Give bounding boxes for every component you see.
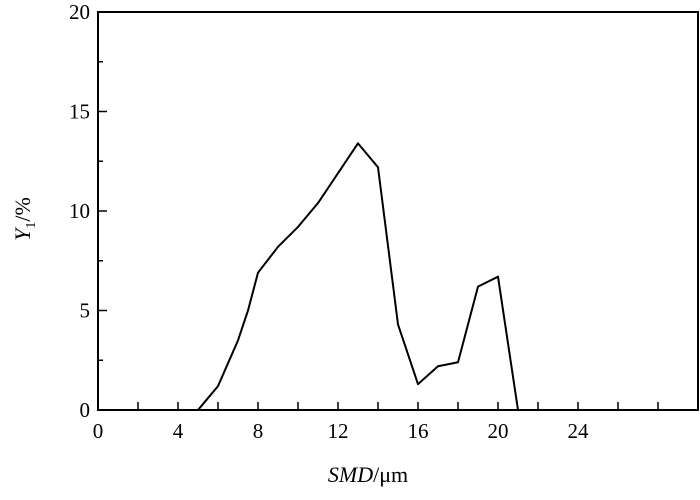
y-axis-title-subscript: 1	[24, 222, 39, 229]
x-axis-title: SMD/μm	[328, 462, 408, 487]
x-tick-label: 8	[253, 419, 264, 443]
plot-frame	[97, 11, 699, 411]
x-tick-label: 12	[328, 419, 349, 443]
series-group	[190, 142, 519, 411]
series-line	[190, 142, 519, 411]
x-tick-label: 16	[408, 419, 429, 443]
tick-labels: 0 4 8 12 16 20 24 0 5 10 15 20	[69, 0, 589, 443]
axis-ticks	[97, 11, 699, 411]
y-tick-label: 5	[80, 299, 91, 323]
x-tick-label: 20	[488, 419, 509, 443]
y-axis-title-main: Y	[10, 226, 35, 241]
y-axis-title: Y1/%	[10, 197, 39, 241]
y-tick-label: 15	[69, 100, 90, 124]
x-tick-label: 0	[93, 419, 104, 443]
y-tick-label: 20	[69, 0, 90, 24]
y-axis-title-unit: /%	[10, 197, 35, 221]
x-axis-title-main: SMD	[328, 462, 373, 487]
x-tick-label: 24	[568, 419, 590, 443]
y-tick-label: 0	[80, 398, 91, 422]
x-axis-title-unit: /μm	[373, 462, 408, 487]
x-tick-label: 4	[173, 419, 184, 443]
y-tick-label: 10	[69, 199, 90, 223]
